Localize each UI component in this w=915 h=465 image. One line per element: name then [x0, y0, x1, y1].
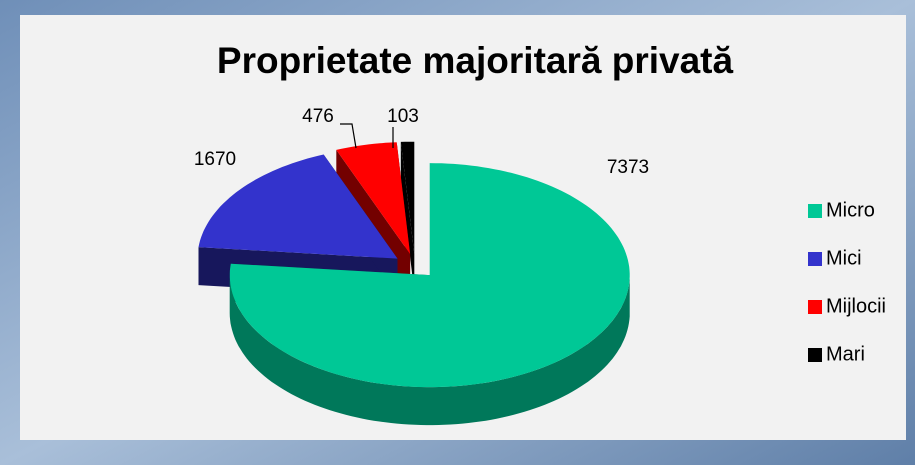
data-label: 476 [302, 106, 334, 127]
leader-line [340, 123, 357, 149]
slice-wall [229, 275, 630, 426]
legend-swatch [808, 348, 822, 362]
data-label: 103 [387, 106, 419, 127]
legend-label: Mici [826, 247, 862, 269]
slice [229, 163, 630, 388]
chart-title: Proprietate majoritară privată [217, 40, 734, 81]
legend-label: Micro [826, 199, 875, 221]
slice [198, 154, 398, 259]
legend-label: Mijlocii [826, 295, 886, 317]
data-label: 1670 [194, 149, 236, 170]
data-label: 7373 [607, 157, 649, 178]
slice [400, 141, 415, 254]
slice [336, 142, 411, 254]
legend-swatch [808, 252, 822, 266]
legend-swatch [808, 300, 822, 314]
legend-swatch [808, 204, 822, 218]
legend-label: Mari [826, 343, 865, 365]
slice-side [400, 141, 415, 292]
